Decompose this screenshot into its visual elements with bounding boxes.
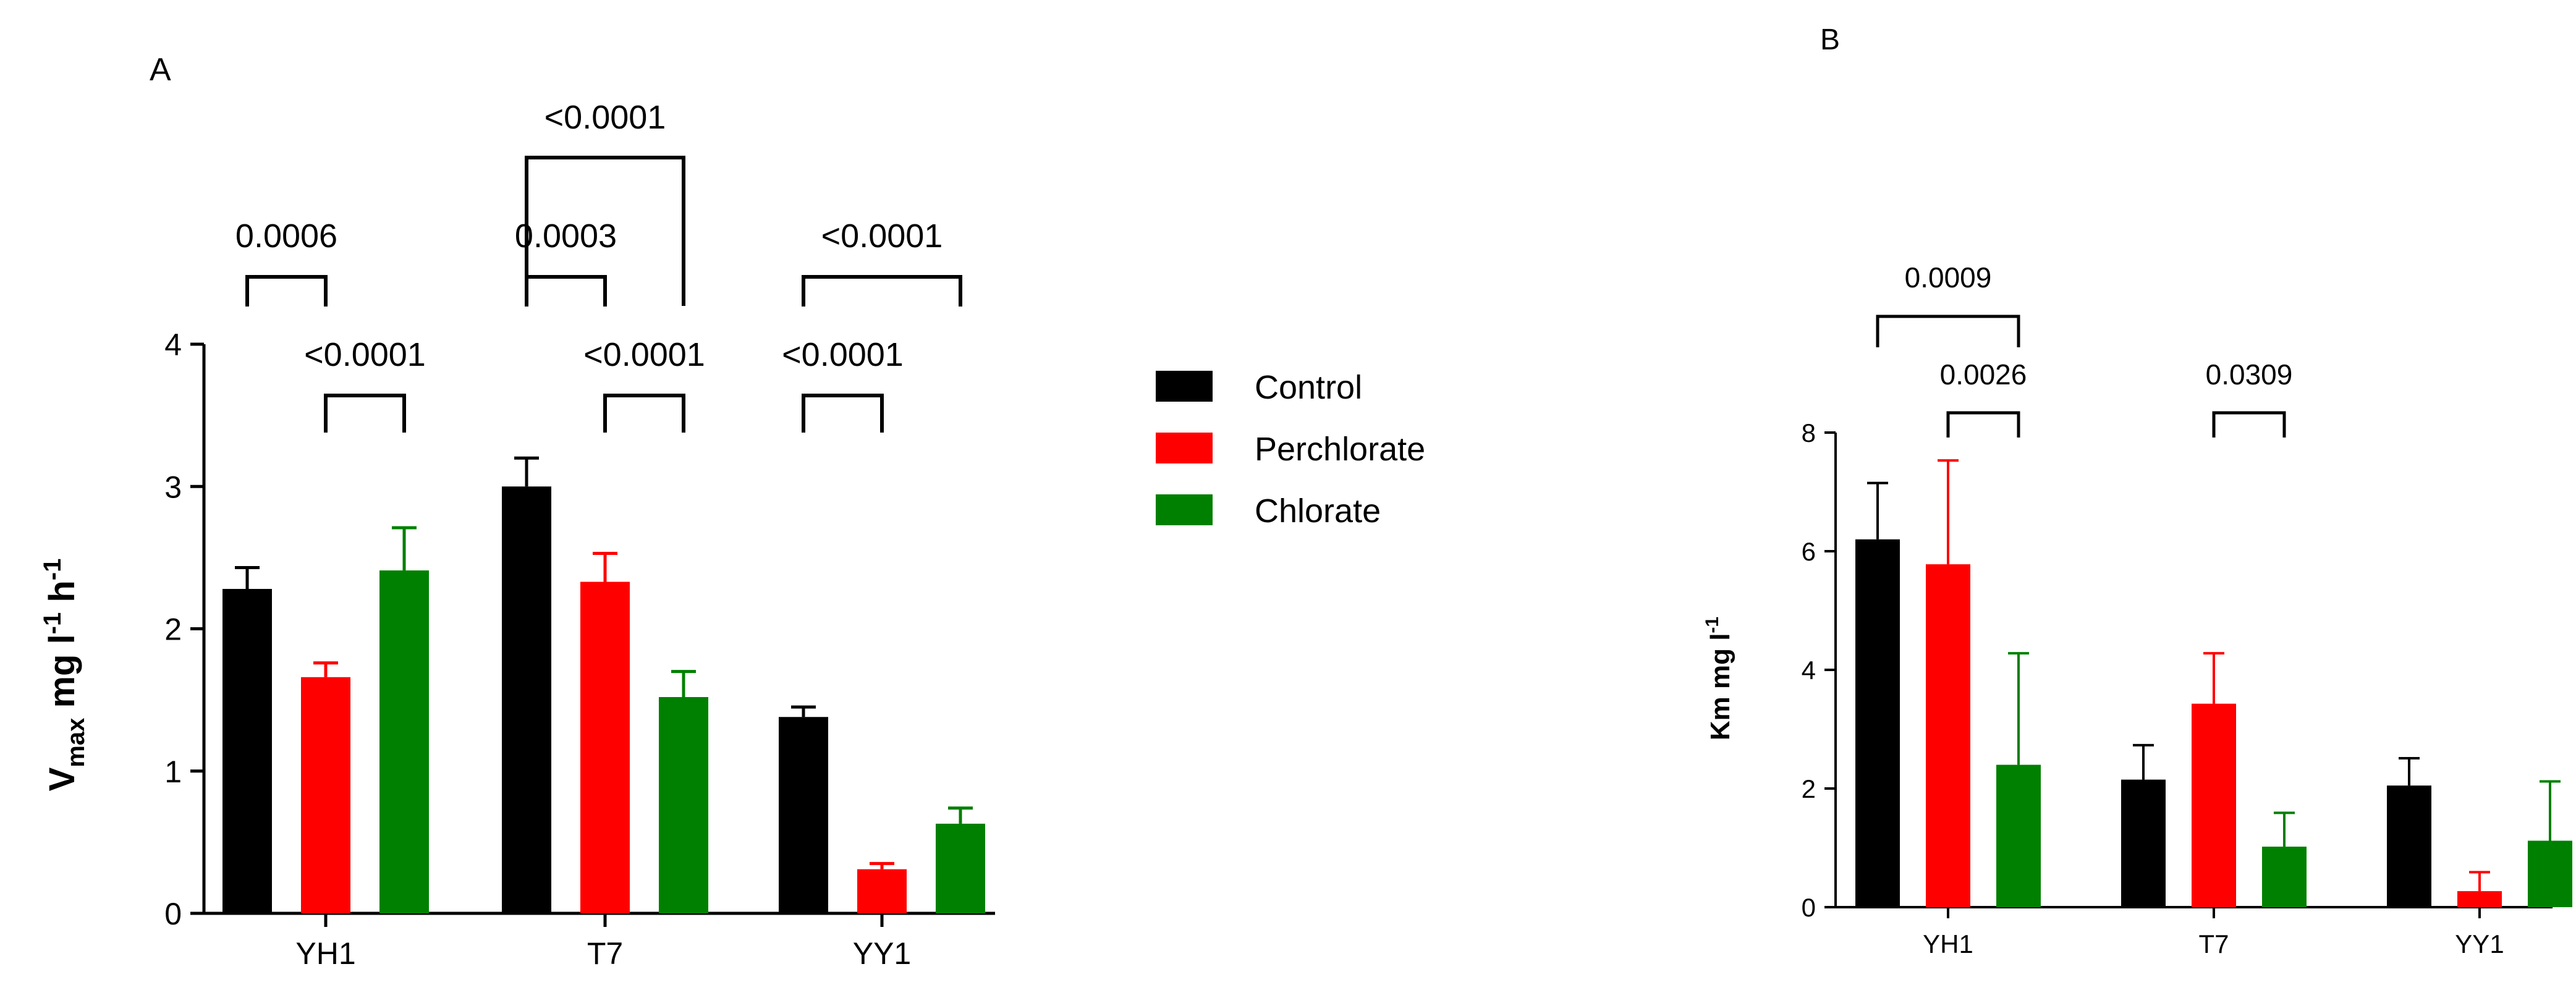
y-tick-label: 4 <box>1802 656 1816 685</box>
panel-b-axes: 0 2 4 6 8 YH1 T7 YY1 <box>1802 418 2553 958</box>
x-tick-label: YY1 <box>2455 929 2504 958</box>
significance-bracket <box>2212 411 2286 438</box>
bar-perchlorate-t7 <box>2192 703 2236 907</box>
p-value-label: 0.0009 <box>1905 261 1992 294</box>
bar-chlorate-yy1 <box>936 823 985 913</box>
x-tick-label: YY1 <box>853 936 912 971</box>
x-tick-label: T7 <box>2198 929 2229 958</box>
p-value-label: <0.0001 <box>583 336 705 373</box>
y-tick-label: 4 <box>164 328 182 362</box>
bar-control-yh1 <box>222 589 272 913</box>
bar-perchlorate-yy1 <box>2457 891 2502 907</box>
significance-bracket <box>525 275 607 307</box>
significance-bracket <box>1876 315 2020 347</box>
significance-bracket <box>324 394 406 433</box>
panel-b-label: B <box>1820 23 1840 56</box>
y-tick-label: 3 <box>164 470 182 504</box>
bar-control-yh1 <box>1855 539 1900 907</box>
y-tick-label: 0 <box>1802 893 1816 922</box>
significance-bracket <box>245 275 328 307</box>
y-tick-label: 2 <box>1802 774 1816 803</box>
bar-control-t7 <box>2121 779 2166 907</box>
panel-a-significance-brackets: 0.0006 <0.0001 0.0003 <0.0001 <0.0001 <0.0001… <box>235 99 962 433</box>
y-tick-label: 8 <box>1802 418 1816 447</box>
legend-swatch-control <box>1156 371 1213 402</box>
significance-bracket <box>603 394 685 433</box>
bar-perchlorate-yh1 <box>1926 564 1970 907</box>
x-tick-label: YH1 <box>295 936 355 971</box>
p-value-label: <0.0001 <box>544 99 666 136</box>
bar-chlorate-t7 <box>659 697 708 913</box>
bar-perchlorate-yh1 <box>301 677 350 913</box>
x-tick-label: YH1 <box>1923 929 1973 958</box>
legend-label-perchlorate: Perchlorate <box>1255 431 1425 468</box>
bar-chlorate-yh1 <box>1996 764 2041 907</box>
legend-swatch-perchlorate <box>1156 433 1213 463</box>
p-value-label: 0.0003 <box>515 218 617 255</box>
y-tick-label: 6 <box>1802 537 1816 566</box>
panel-b-y-axis-label: Km mg l-1 <box>1702 617 1735 740</box>
bar-control-yy1 <box>779 717 828 913</box>
bar-perchlorate-yy1 <box>857 869 907 913</box>
p-value-label: <0.0001 <box>821 218 943 255</box>
x-tick-label: T7 <box>587 936 623 971</box>
y-tick-label: 2 <box>164 612 182 647</box>
bar-chlorate-yy1 <box>2528 840 2572 907</box>
significance-bracket <box>802 275 962 307</box>
significance-bracket <box>1946 411 2020 438</box>
significance-bracket <box>802 394 884 433</box>
panel-a: A Vmax mg l-1 h-1 0 1 2 3 4 YH1 T7 YY1 0.0006 <0… <box>39 52 995 971</box>
bar-chlorate-yh1 <box>379 570 429 913</box>
bar-perchlorate-t7 <box>580 581 630 913</box>
panel-b-bars <box>1855 459 2572 907</box>
panel-a-label: A <box>150 52 171 88</box>
bar-control-t7 <box>502 486 551 913</box>
p-value-label: 0.0006 <box>235 218 337 255</box>
p-value-label: 0.0026 <box>1940 358 2027 391</box>
p-value-label: <0.0001 <box>304 336 426 373</box>
panel-a-bars <box>222 456 985 913</box>
y-tick-label: 1 <box>164 755 182 789</box>
legend-label-control: Control <box>1255 369 1362 406</box>
y-tick-label: 0 <box>164 897 182 931</box>
legend: Control Perchlorate Chlorate <box>1156 369 1425 530</box>
legend-swatch-chlorate <box>1156 494 1213 525</box>
significance-bracket <box>525 156 685 306</box>
p-value-label: 0.0309 <box>2206 358 2293 391</box>
panel-a-y-axis-label: Vmax mg l-1 h-1 <box>39 559 90 792</box>
panel-b-significance-brackets: 0.0009 0.0026 0.0309 <box>1876 261 2293 438</box>
p-value-label: <0.0001 <box>782 336 904 373</box>
bar-chlorate-t7 <box>2262 847 2307 907</box>
bar-control-yy1 <box>2387 785 2431 907</box>
legend-label-chlorate: Chlorate <box>1255 493 1381 530</box>
